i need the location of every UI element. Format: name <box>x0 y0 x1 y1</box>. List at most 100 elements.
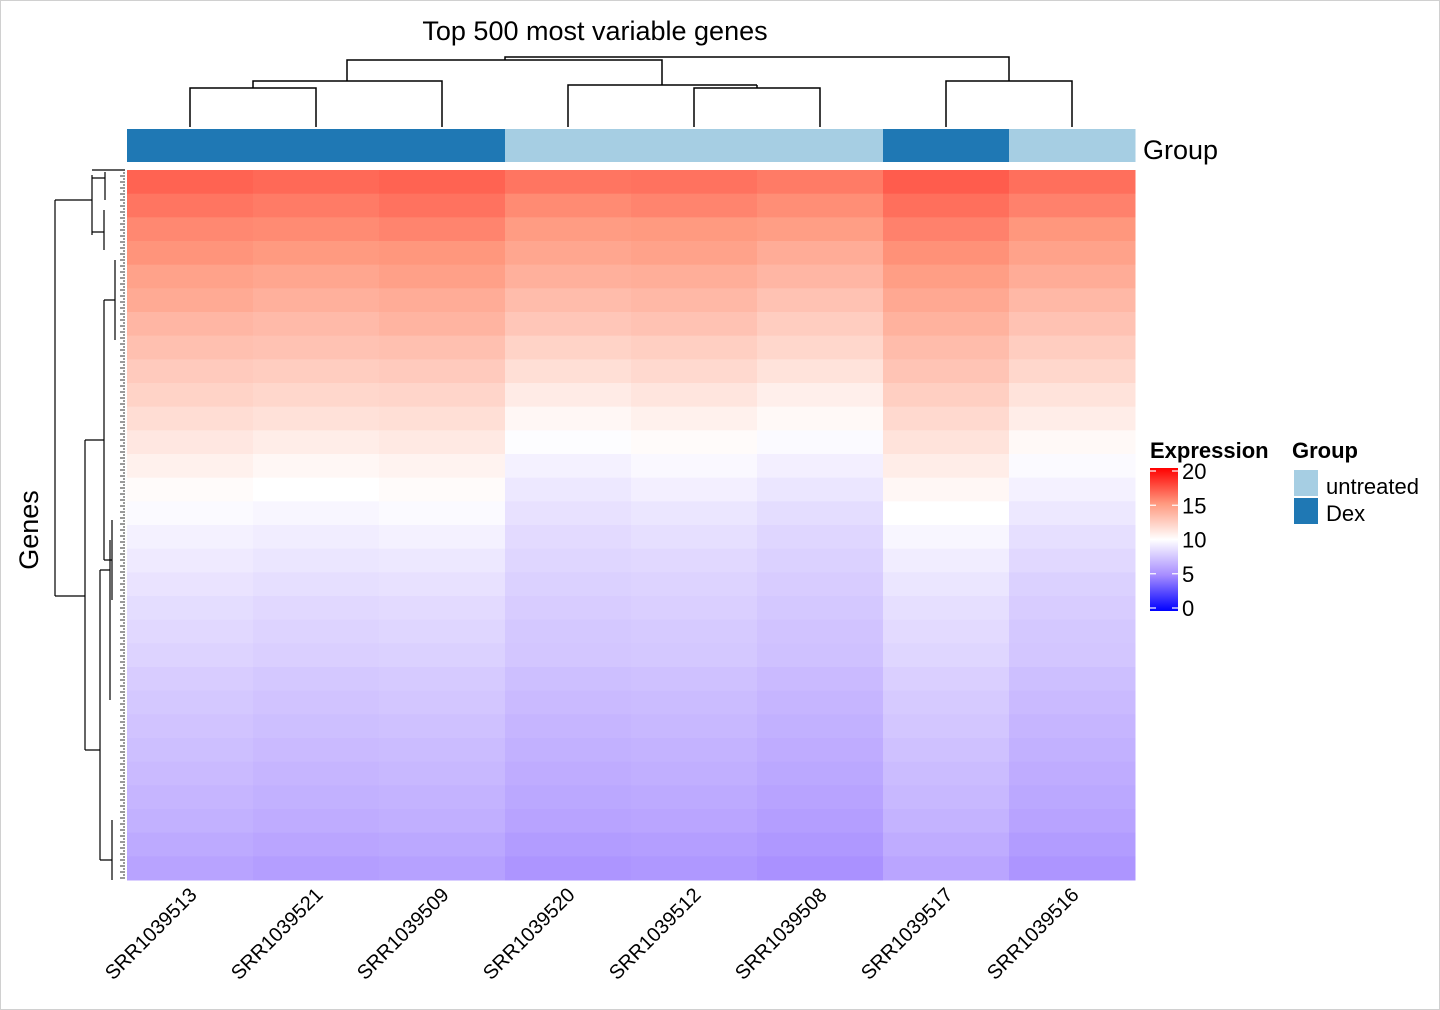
heatmap-cell <box>883 572 1010 597</box>
heatmap-cell <box>631 383 758 408</box>
heatmap-cell <box>757 217 884 242</box>
heatmap-cell <box>127 312 254 337</box>
heatmap-cell <box>379 738 506 763</box>
heatmap-cell <box>883 477 1010 502</box>
heatmap-cell <box>505 761 632 786</box>
heatmap-cell <box>1009 525 1136 550</box>
heatmap-cell <box>631 572 758 597</box>
heatmap-cell <box>883 832 1010 857</box>
heatmap-cell <box>1009 477 1136 502</box>
heatmap-cell <box>253 667 380 692</box>
heatmap-cell <box>757 738 884 763</box>
heatmap-cell <box>505 477 632 502</box>
heatmap-cell <box>253 477 380 502</box>
heatmap-cell <box>1009 761 1136 786</box>
annotation-cell-dex <box>883 129 1010 162</box>
heatmap-cell <box>253 430 380 455</box>
legend-swatch-dex <box>1294 498 1318 524</box>
heatmap-cell <box>1009 170 1136 195</box>
heatmap-cell <box>883 525 1010 550</box>
heatmap-cell <box>757 572 884 597</box>
heatmap-cell <box>379 856 506 881</box>
heatmap-cell <box>505 312 632 337</box>
heatmap-cell <box>253 312 380 337</box>
heatmap-cell <box>1009 690 1136 715</box>
heatmap-cell <box>379 525 506 550</box>
heatmap-cell <box>505 572 632 597</box>
heatmap-cell <box>379 667 506 692</box>
heatmap-cell <box>757 406 884 431</box>
heatmap-cell <box>505 596 632 621</box>
heatmap-cell <box>253 785 380 810</box>
heatmap-cell <box>1009 264 1136 289</box>
heatmap-cell <box>757 525 884 550</box>
heatmap-cell <box>127 738 254 763</box>
heatmap-cell <box>631 241 758 266</box>
heatmap-cell <box>757 359 884 384</box>
heatmap-cell <box>127 406 254 431</box>
heatmap-cell <box>883 383 1010 408</box>
heatmap-cell <box>883 809 1010 834</box>
heatmap-cell <box>1009 193 1136 218</box>
heatmap-cell <box>505 217 632 242</box>
heatmap-cell <box>505 619 632 644</box>
heatmap-cell <box>379 714 506 739</box>
legend-swatch-untreated <box>1294 470 1318 496</box>
heatmap-cell <box>883 312 1010 337</box>
heatmap-cell <box>883 667 1010 692</box>
heatmap-cell <box>379 643 506 668</box>
row-dendrogram-leaves <box>120 169 125 879</box>
heatmap-cell <box>253 596 380 621</box>
heatmap-cell <box>379 359 506 384</box>
heatmap-cell <box>127 430 254 455</box>
heatmap-cell <box>379 785 506 810</box>
heatmap-cell <box>883 406 1010 431</box>
heatmap-cell <box>505 170 632 195</box>
heatmap-cell <box>127 383 254 408</box>
heatmap-cell <box>253 619 380 644</box>
heatmap-cell <box>127 264 254 289</box>
heatmap-cell <box>505 454 632 479</box>
heatmap-cell <box>1009 288 1136 313</box>
heatmap-cell <box>379 264 506 289</box>
heatmap-cell <box>253 217 380 242</box>
heatmap-cell <box>631 501 758 526</box>
heatmap-cell <box>631 406 758 431</box>
heatmap-cell <box>883 548 1010 573</box>
heatmap-cell <box>253 761 380 786</box>
heatmap-cell <box>505 856 632 881</box>
heatmap-cell <box>379 430 506 455</box>
y-axis-label: Genes <box>14 490 44 570</box>
heatmap-cell <box>379 217 506 242</box>
heatmap-cell <box>127 690 254 715</box>
heatmap-cell <box>505 335 632 360</box>
heatmap-cell <box>253 359 380 384</box>
colorbar-tick-label: 5 <box>1182 562 1194 587</box>
heatmap-cell <box>1009 359 1136 384</box>
annotation-cell-untreated <box>505 129 632 162</box>
heatmap-cell <box>631 667 758 692</box>
heatmap-cell <box>1009 454 1136 479</box>
heatmap-cell <box>505 643 632 668</box>
heatmap-cell <box>379 477 506 502</box>
heatmap-cell <box>883 241 1010 266</box>
heatmap-cell <box>757 288 884 313</box>
heatmap-cell <box>1009 667 1136 692</box>
heatmap-cell <box>379 572 506 597</box>
heatmap-cell <box>631 359 758 384</box>
legend-label-dex: Dex <box>1326 501 1365 526</box>
heatmap-cell <box>1009 548 1136 573</box>
heatmap-cell <box>253 288 380 313</box>
heatmap-cell <box>505 738 632 763</box>
heatmap-cell <box>631 809 758 834</box>
heatmap-cell <box>1009 501 1136 526</box>
heatmap-cell <box>253 572 380 597</box>
heatmap-cell <box>757 335 884 360</box>
annotation-cell-untreated <box>631 129 758 162</box>
heatmap-cell <box>253 241 380 266</box>
heatmap-cell <box>883 288 1010 313</box>
heatmap-cell <box>757 690 884 715</box>
heatmap-cell <box>757 241 884 266</box>
heatmap-cell <box>253 454 380 479</box>
heatmap-cell <box>127 714 254 739</box>
